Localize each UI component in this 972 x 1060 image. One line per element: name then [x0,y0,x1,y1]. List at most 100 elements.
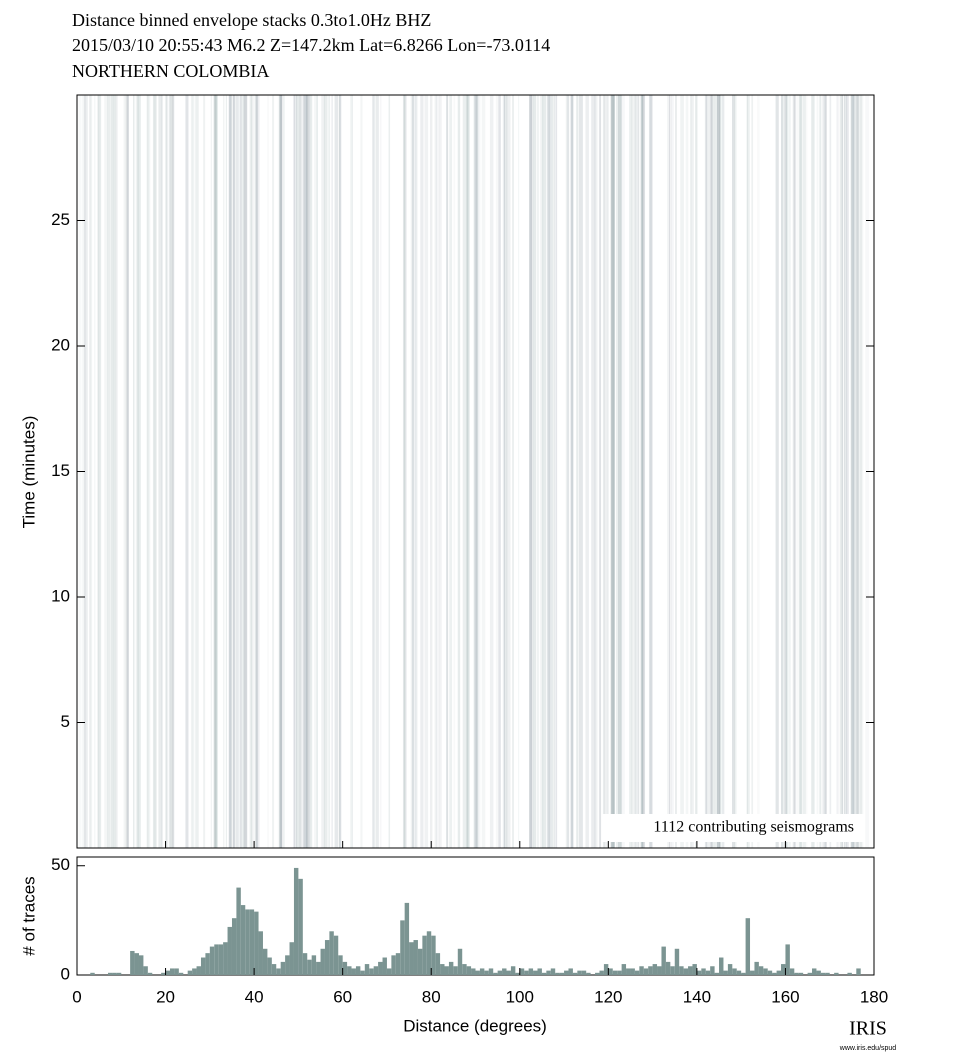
bar [462,964,467,975]
bar [479,968,485,975]
texture-stripe [296,95,301,848]
bar [355,966,361,975]
texture-stripe [213,95,218,848]
bar [307,959,312,975]
bar [807,972,813,975]
texture-stripe [411,95,414,848]
texture-stripe [629,95,633,848]
texture-stripe [235,95,239,848]
texture-stripe [239,95,242,848]
bar [395,953,401,975]
texture-stripe [137,95,141,848]
texture-stripe [858,95,862,848]
texture-stripe [670,95,675,848]
texture-stripe [618,95,620,848]
bar [431,935,436,975]
texture-stripe [620,95,623,848]
bar [435,953,441,975]
texture-stripe [255,95,260,848]
bar [338,955,343,975]
bar [789,968,795,975]
texture-stripe [225,95,227,848]
texture-stripe [549,95,553,848]
texture-stripe [498,95,501,848]
texture-stripe [607,95,609,848]
texture-stripe [89,95,91,848]
texture-stripe [709,95,712,848]
y-tick-label: 25 [51,210,70,229]
texture-stripe [379,95,382,848]
texture-stripe [839,95,843,848]
texture-stripe [331,95,333,848]
bar [758,966,764,975]
texture-stripe [757,95,760,848]
bar [174,968,179,975]
bar [564,970,569,975]
texture-stripe [360,95,363,848]
bar [568,968,573,975]
texture-stripe [249,95,253,848]
bar [493,972,498,975]
bar [271,964,277,975]
bar [710,966,715,975]
texture-stripe [123,95,128,848]
bar [528,968,534,975]
texture-stripe [502,95,504,848]
texture-stripe [350,95,353,848]
x-tick-label: 0 [72,987,81,1006]
texture-stripe [799,95,802,848]
bar [679,966,684,975]
texture-stripe [571,95,574,848]
texture-stripe [466,95,469,848]
texture-stripe [135,95,140,848]
bar [750,970,755,975]
texture-stripe [716,95,721,848]
texture-stripe [279,95,282,848]
bar [617,970,622,975]
texture-stripe [633,95,638,848]
texture-stripe [299,95,302,848]
texture-stripe [751,95,754,848]
bar [550,968,556,975]
bar [595,972,600,975]
texture-stripe [97,95,102,848]
bar [661,946,666,975]
texture-stripe [279,95,283,848]
texture-stripe [203,95,206,848]
texture-stripe [819,95,822,848]
bar [320,948,325,975]
texture-stripe [146,95,149,848]
texture-stripe [641,95,646,848]
bar [537,968,542,975]
bar [112,972,117,975]
bar [227,926,232,975]
bar [816,970,821,975]
x-tick-label: 180 [860,987,888,1006]
bar [391,955,396,975]
texture-stripe [172,95,174,848]
texture-stripe [860,95,864,848]
bar [820,972,826,975]
texture-stripe [546,95,548,848]
texture-stripe [799,95,803,848]
bar [178,972,184,975]
bar [847,972,852,975]
texture-stripe [536,95,539,848]
bar [555,972,560,975]
bar [262,948,268,975]
bar [231,918,237,975]
texture-stripe [775,95,779,848]
texture-stripe [649,95,652,848]
texture-stripe [585,95,589,848]
texture-stripe [783,95,787,848]
texture-stripe [618,95,621,848]
texture-stripe [591,95,595,848]
bar [311,955,317,975]
bar [267,957,272,975]
texture-stripe [267,95,269,848]
texture-stripe [169,95,173,848]
bar [657,966,662,975]
x-tick-label: 80 [422,987,441,1006]
texture-stripe [334,95,339,848]
texture-stripe [216,95,218,848]
